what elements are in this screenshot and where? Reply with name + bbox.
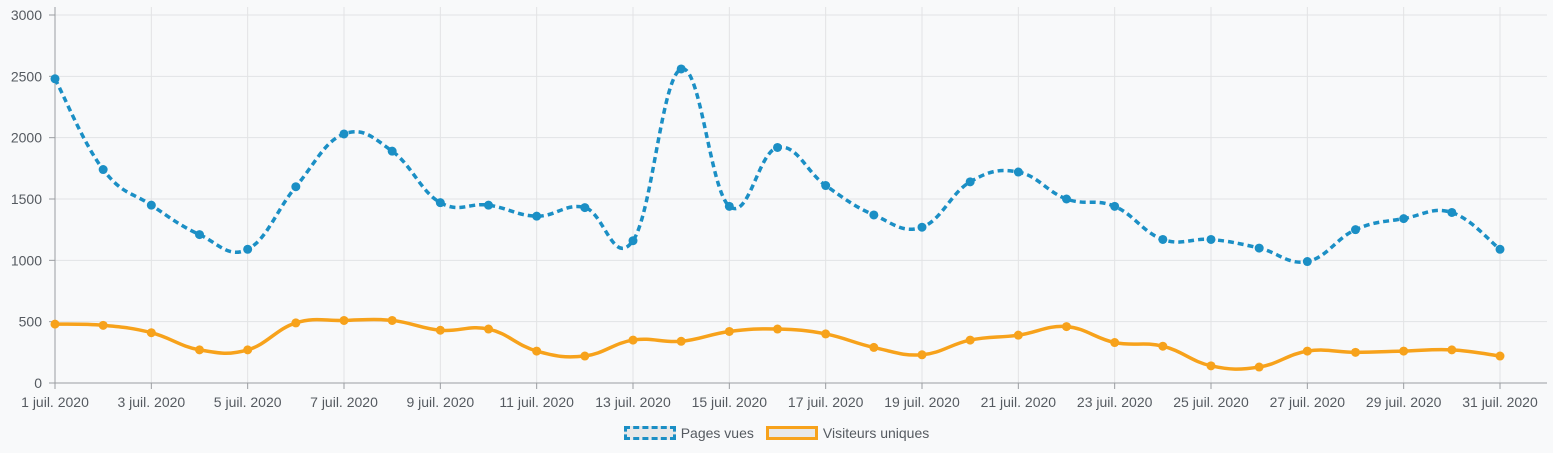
data-point-visitors[interactable] [628, 335, 638, 345]
data-point-pages[interactable] [821, 181, 831, 191]
data-point-pages[interactable] [291, 182, 301, 192]
data-point-visitors[interactable] [339, 315, 349, 325]
data-point-visitors[interactable] [484, 324, 493, 334]
x-tick-label: 25 juil. 2020 [1173, 394, 1249, 410]
data-point-pages[interactable] [146, 200, 156, 210]
x-tick-label: 27 juil. 2020 [1270, 394, 1346, 410]
y-tick-label: 0 [34, 375, 42, 391]
legend-item-pages[interactable]: Pages vues [623, 425, 754, 441]
y-tick-label: 2500 [11, 68, 42, 84]
x-tick-label: 3 juil. 2020 [117, 394, 185, 410]
x-tick-label: 23 juil. 2020 [1077, 394, 1153, 410]
x-tick-label: 9 juil. 2020 [406, 394, 474, 410]
x-tick-label: 29 juil. 2020 [1366, 394, 1442, 410]
y-tick-label: 1000 [11, 252, 42, 268]
data-point-pages[interactable] [724, 201, 734, 211]
data-point-pages[interactable] [1254, 243, 1264, 253]
data-point-visitors[interactable] [773, 324, 782, 334]
x-tick-label: 7 juil. 2020 [310, 394, 378, 410]
data-point-visitors[interactable] [195, 345, 204, 355]
data-point-visitors[interactable] [1302, 346, 1312, 356]
y-tick-label: 1500 [11, 191, 42, 207]
legend-swatch-visitors [765, 426, 818, 440]
data-point-pages[interactable] [387, 146, 397, 156]
data-point-visitors[interactable] [1013, 330, 1023, 340]
data-point-visitors[interactable] [435, 325, 445, 335]
data-point-visitors[interactable] [580, 351, 590, 361]
data-point-visitors[interactable] [98, 320, 108, 330]
x-tick-label: 11 juil. 2020 [499, 394, 574, 410]
data-point-pages[interactable] [1110, 201, 1120, 211]
data-point-pages[interactable] [1351, 225, 1360, 235]
data-point-visitors[interactable] [243, 345, 253, 355]
data-point-pages[interactable] [243, 244, 253, 254]
series [50, 64, 1505, 372]
data-point-visitors[interactable] [1254, 362, 1264, 372]
data-point-visitors[interactable] [387, 315, 397, 325]
data-point-visitors[interactable] [146, 328, 156, 338]
data-point-pages[interactable] [676, 64, 686, 74]
data-point-visitors[interactable] [291, 318, 301, 328]
data-point-visitors[interactable] [1110, 338, 1120, 348]
data-point-visitors[interactable] [1158, 341, 1168, 351]
y-tick-label: 2000 [11, 130, 42, 146]
data-point-pages[interactable] [195, 230, 204, 240]
x-tick-label: 31 juil. 2020 [1462, 394, 1538, 410]
data-point-visitors[interactable] [917, 350, 927, 360]
data-point-visitors[interactable] [532, 346, 542, 356]
data-point-pages[interactable] [773, 142, 782, 152]
data-point-pages[interactable] [1013, 167, 1023, 177]
data-point-visitors[interactable] [1351, 347, 1360, 357]
data-point-visitors[interactable] [1447, 345, 1457, 355]
data-point-pages[interactable] [98, 165, 108, 175]
data-point-pages[interactable] [1062, 194, 1071, 204]
x-tick-label: 15 juil. 2020 [692, 394, 768, 410]
y-tick-label: 3000 [11, 7, 42, 23]
legend-item-visitors[interactable]: Visiteurs uniques [765, 425, 930, 441]
x-tick-label: 19 juil. 2020 [884, 394, 960, 410]
data-point-visitors[interactable] [1062, 322, 1071, 332]
data-point-pages[interactable] [50, 74, 60, 84]
data-point-visitors[interactable] [50, 319, 60, 329]
data-point-pages[interactable] [965, 177, 975, 187]
data-point-visitors[interactable] [821, 329, 831, 339]
legend-swatch-pages [623, 426, 676, 440]
legend-label-pages: Pages vues [680, 425, 754, 441]
series-line-pages [53, 67, 1502, 264]
legend-label-visitors: Visiteurs uniques [822, 425, 930, 441]
data-point-pages[interactable] [435, 198, 445, 208]
data-point-visitors[interactable] [1495, 351, 1505, 361]
data-point-pages[interactable] [339, 129, 349, 139]
data-point-pages[interactable] [1399, 214, 1409, 224]
data-point-pages[interactable] [484, 200, 493, 210]
data-point-pages[interactable] [1447, 207, 1457, 217]
data-point-pages[interactable] [1302, 257, 1312, 267]
data-point-pages[interactable] [1495, 244, 1505, 254]
data-point-pages[interactable] [917, 222, 927, 232]
data-point-pages[interactable] [1158, 234, 1168, 244]
data-point-visitors[interactable] [1399, 346, 1409, 356]
data-point-visitors[interactable] [724, 326, 734, 336]
x-tick-label: 5 juil. 2020 [214, 394, 282, 410]
y-tick-label: 500 [19, 314, 43, 330]
data-point-visitors[interactable] [965, 335, 975, 345]
data-point-pages[interactable] [1206, 234, 1216, 244]
x-tick-label: 1 juil. 2020 [21, 394, 89, 410]
x-tick-label: 13 juil. 2020 [595, 394, 671, 410]
x-tick-label: 17 juil. 2020 [788, 394, 864, 410]
data-point-visitors[interactable] [1206, 361, 1216, 371]
axes: 0 500 1000 1500 2000 2500 3000 1 juil. 2020 3 ju… [11, 7, 1547, 410]
legend: Pages vues Visiteurs uniques [0, 425, 1553, 441]
x-tick-label: 21 juil. 2020 [981, 394, 1057, 410]
data-point-pages[interactable] [532, 211, 542, 221]
data-point-pages[interactable] [869, 210, 879, 220]
grid [54, 7, 1547, 384]
data-point-pages[interactable] [628, 236, 638, 246]
data-point-pages[interactable] [580, 203, 590, 213]
data-point-visitors[interactable] [676, 336, 686, 346]
data-point-visitors[interactable] [869, 342, 879, 352]
